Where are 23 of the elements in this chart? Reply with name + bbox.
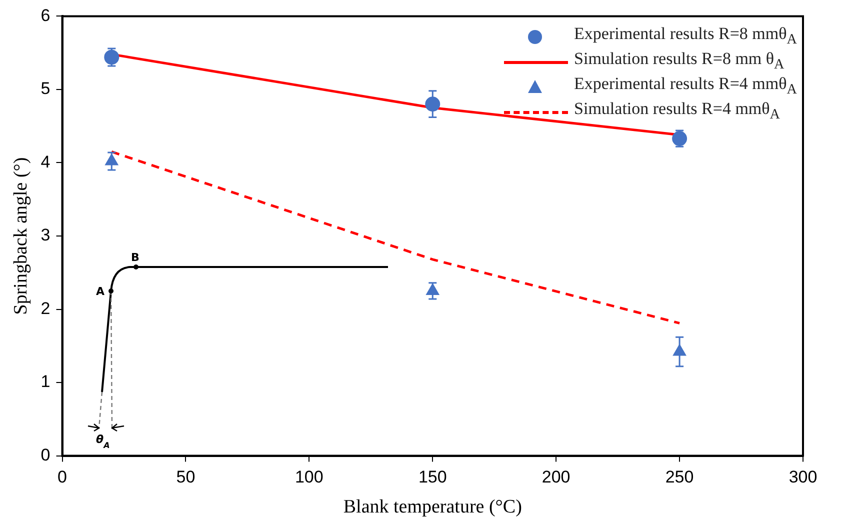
y-tick-label: 1 (40, 372, 50, 392)
legend-label: Experimental results R=8 mmθ$_{A}$ (574, 24, 797, 49)
annotation: A (96, 285, 105, 298)
x-tick-label: 100 (294, 468, 324, 487)
x-tick-label: 150 (418, 468, 447, 487)
annotation: B (131, 251, 140, 264)
x-tick-label: 50 (176, 468, 196, 487)
x-axis-title: Blank temperature (°C) (343, 496, 522, 518)
x-tick-label: 300 (788, 468, 818, 487)
y-tick-label: 6 (40, 6, 50, 25)
y-tick-label: 4 (40, 152, 50, 172)
y-tick-label: 5 (40, 79, 50, 98)
legend-label: Simulation results R=8 mm θ$_{A}$ (574, 49, 784, 74)
y-axis-title: Springback angle (°) (10, 157, 32, 315)
x-tick-label: 0 (58, 468, 67, 487)
legend-label: Experimental results R=4 mmθ$_{A}$ (574, 74, 797, 99)
x-tick-label: 250 (665, 468, 694, 487)
annotation: θ$_{A}$ (96, 433, 110, 450)
y-tick-label: 3 (40, 226, 50, 245)
y-tick-label: 0 (40, 445, 50, 464)
legend-label: Simulation results R=4 mmθ$_{A}$ (574, 99, 780, 124)
x-tick-label: 200 (542, 468, 570, 487)
y-tick-label: 2 (40, 298, 50, 318)
